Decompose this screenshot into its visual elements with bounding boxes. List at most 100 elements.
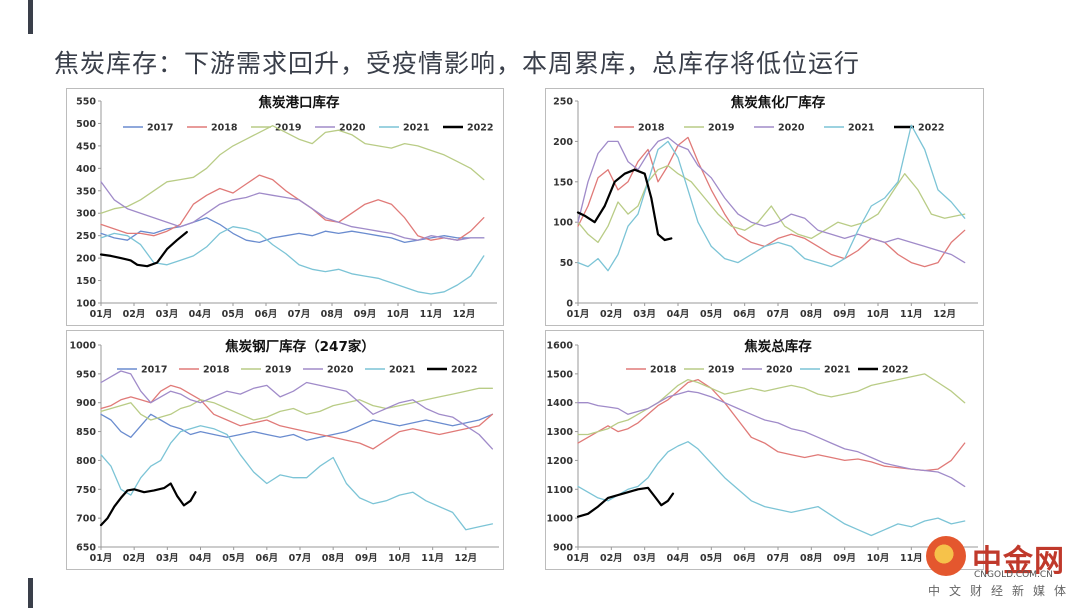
legend-label-2020: 2020 (327, 365, 354, 376)
x-tick-label: 06月 (733, 309, 756, 320)
x-tick-label: 07月 (767, 309, 790, 320)
y-tick-label: 100 (553, 218, 573, 229)
chart-coking-plant-inventory: 0 50 100 150 200 250 01月 02月 03月 04月 05月 06月 07月 08月 0… (553, 94, 978, 320)
accent-bar-bottom (28, 578, 33, 608)
chart-title-coking-plant-inventory: 焦炭焦化厂库存 (730, 94, 826, 111)
y-tick-label: 1500 (547, 369, 574, 380)
watermark: 中金网 CNGOLD.COM.CN 中文财经新媒体 (920, 530, 1070, 600)
x-tick-label: 01月 (90, 553, 113, 564)
chart-panel-steel-mill-inventory: 650 700 750 800 850 900 950 1000 01月 02月 03月 04月 05月… (66, 330, 504, 570)
legend-label-2019: 2019 (708, 123, 734, 134)
series-line-2019 (577, 164, 966, 244)
x-tick-label: 01月 (567, 553, 590, 564)
x-tick-label: 12月 (454, 553, 477, 564)
x-tick-label: 01月 (90, 309, 113, 320)
x-tick-label: 05月 (222, 553, 245, 564)
series-line-2021 (100, 226, 485, 295)
x-tick-label: 04月 (189, 309, 212, 320)
y-tick-label: 850 (76, 427, 96, 438)
x-tick-label: 03月 (156, 553, 179, 564)
x-tick-label: 08月 (800, 309, 823, 320)
x-tick-label: 08月 (322, 553, 345, 564)
chart-title-steel-mill-inventory: 焦炭钢厂库存（247家） (224, 338, 375, 355)
watermark-name: 中金网 (972, 544, 1065, 579)
x-tick-label: 04月 (667, 553, 690, 564)
series-line-2021 (577, 441, 966, 537)
series-line-2018 (100, 384, 494, 450)
x-tick-label: 09月 (833, 309, 856, 320)
x-tick-label: 07月 (767, 553, 790, 564)
x-tick-label: 07月 (289, 553, 312, 564)
y-tick-label: 50 (560, 258, 574, 269)
y-tick-label: 150 (76, 276, 96, 287)
series-line-2020 (577, 390, 966, 488)
x-tick-label: 04月 (667, 309, 690, 320)
x-tick-label: 04月 (189, 553, 212, 564)
legend-label-2018: 2018 (203, 365, 230, 376)
y-tick-label: 150 (553, 177, 573, 188)
chart-panel-total-inventory: 900 1000 1100 1200 1300 1400 1500 1600 01月 02月 03月… (545, 330, 984, 570)
chart-panel-port-inventory: 100 150 200 250 300 350 400 450 500 550 01月 02月 03月 0… (66, 88, 504, 326)
y-tick-label: 100 (76, 299, 96, 310)
series-line-2018 (577, 136, 966, 268)
x-tick-label: 05月 (700, 553, 723, 564)
legend-label-2018: 2018 (650, 365, 677, 376)
series-line-2021 (100, 425, 494, 531)
legend-label-2019: 2019 (275, 123, 301, 134)
x-tick-label: 05月 (222, 309, 245, 320)
y-tick-label: 250 (76, 231, 96, 242)
legend-label-2021: 2021 (389, 365, 415, 376)
y-tick-label: 400 (76, 164, 96, 175)
y-tick-label: 950 (76, 369, 96, 380)
series-line-2018 (577, 378, 966, 472)
y-tick-label: 1100 (547, 485, 574, 496)
legend-label-2021: 2021 (848, 123, 874, 134)
watermark-subtitle: 中文财经新媒体 (928, 584, 1076, 598)
y-tick-label: 900 (553, 543, 573, 554)
x-tick-label: 12月 (933, 309, 956, 320)
x-tick-label: 05月 (700, 309, 723, 320)
series-line-2019 (100, 387, 494, 421)
x-tick-label: 10月 (388, 553, 411, 564)
legend-label-2019: 2019 (708, 365, 734, 376)
y-tick-label: 650 (76, 543, 96, 554)
legend-label-2020: 2020 (339, 123, 366, 134)
x-tick-label: 07月 (288, 309, 311, 320)
x-tick-label: 10月 (867, 553, 890, 564)
legend-label-2018: 2018 (638, 123, 665, 134)
x-tick-label: 11月 (900, 553, 923, 564)
y-tick-label: 800 (76, 456, 96, 467)
y-tick-label: 300 (76, 209, 96, 220)
chart-title-total-inventory: 焦炭总库存 (743, 338, 812, 355)
x-tick-label: 09月 (833, 553, 856, 564)
x-tick-label: 11月 (900, 309, 923, 320)
y-tick-label: 350 (76, 186, 96, 197)
series-line-2020 (100, 181, 485, 241)
series-line-2019 (100, 125, 485, 214)
y-tick-label: 1000 (70, 341, 97, 352)
x-tick-label: 03月 (633, 309, 656, 320)
legend-label-2022: 2022 (918, 123, 944, 134)
y-tick-label: 1200 (547, 456, 574, 467)
series-line-2020 (100, 370, 494, 450)
legend-label-2021: 2021 (403, 123, 429, 134)
x-tick-label: 08月 (800, 553, 823, 564)
y-tick-label: 450 (76, 141, 96, 152)
y-tick-label: 1000 (547, 514, 574, 525)
legend-label-2022: 2022 (467, 123, 493, 134)
y-tick-label: 250 (553, 97, 573, 108)
chart-panel-coking-plant-inventory: 0 50 100 150 200 250 01月 02月 03月 04月 05月 06月 07月 08月 0… (545, 88, 984, 326)
legend-label-2022: 2022 (882, 365, 908, 376)
x-tick-label: 06月 (733, 553, 756, 564)
x-tick-label: 12月 (453, 309, 476, 320)
series-line-2020 (577, 136, 966, 264)
legend-label-2020: 2020 (766, 365, 793, 376)
y-tick-label: 700 (76, 514, 96, 525)
series-line-2021 (577, 124, 966, 272)
chart-title-port-inventory: 焦炭港口库存 (258, 94, 340, 111)
y-tick-label: 200 (553, 137, 573, 148)
legend-label-2019: 2019 (265, 365, 291, 376)
x-tick-label: 06月 (255, 309, 278, 320)
y-tick-label: 900 (76, 398, 96, 409)
y-tick-label: 1400 (547, 398, 574, 409)
